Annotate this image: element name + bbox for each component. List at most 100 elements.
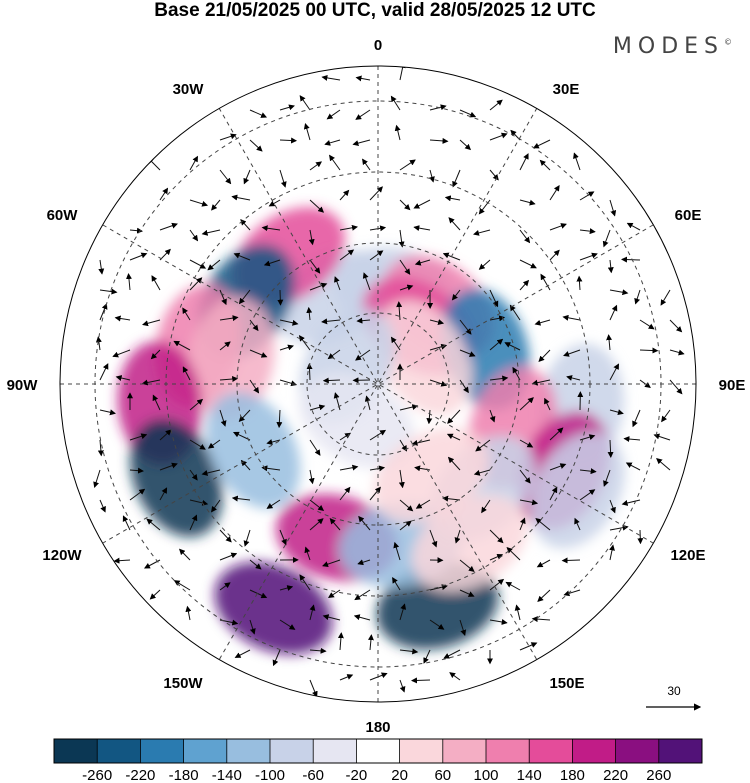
wind-vector	[114, 315, 131, 322]
lon-label-90e: 90E	[719, 377, 746, 394]
wind-vector	[219, 341, 231, 351]
wind-vector	[607, 259, 614, 274]
wind-vector	[549, 427, 564, 441]
lon-label-180: 180	[365, 719, 390, 736]
wind-vector	[189, 229, 199, 242]
wind-vector	[653, 433, 671, 441]
colorbar-label: 100	[473, 767, 498, 783]
wind-vector	[489, 315, 506, 322]
wind-reference-label: 30	[667, 684, 681, 698]
modes-logo: MODES©	[613, 34, 732, 59]
wind-vector	[333, 392, 341, 411]
colorbar-label: 140	[517, 767, 542, 783]
wind-vector	[355, 75, 371, 82]
lon-label-150w: 150W	[163, 675, 203, 692]
logo-mark: ©	[724, 37, 732, 47]
wind-vector	[125, 273, 132, 291]
wind-vector	[429, 584, 448, 591]
colorbar-swatch	[97, 739, 141, 763]
lon-label-60e: 60E	[675, 207, 702, 224]
wind-vector	[534, 319, 551, 326]
wind-vector	[639, 347, 659, 354]
wind-vector	[579, 228, 596, 235]
wind-vector	[189, 398, 204, 411]
lon-label-30w: 30W	[173, 81, 205, 98]
wind-vector	[211, 499, 221, 513]
wind-vector	[362, 272, 371, 291]
wind-vector	[272, 649, 281, 667]
wind-vector	[355, 109, 371, 120]
wind-vector	[390, 336, 401, 351]
colorbar-label: -100	[255, 767, 285, 783]
wind-vector	[369, 486, 381, 501]
wind-vector	[279, 529, 287, 546]
wind-vector	[429, 137, 449, 144]
wind-vector	[159, 222, 178, 231]
wind-vector	[634, 289, 641, 305]
wind-vector	[219, 289, 227, 306]
wind-vector	[442, 495, 461, 502]
wind-vector	[207, 439, 221, 449]
wind-vector	[606, 334, 613, 351]
wind-vector	[429, 104, 447, 111]
colorbar-swatch	[658, 739, 702, 763]
wind-vector	[429, 379, 448, 387]
wind-vector	[369, 250, 384, 261]
colorbar-label: 20	[391, 767, 408, 783]
wind-vector	[299, 95, 311, 111]
wind-vector	[535, 517, 551, 531]
wind-vector	[159, 487, 168, 501]
wind-vector	[459, 319, 472, 335]
wind-vector	[475, 439, 491, 452]
wind-vector	[489, 409, 496, 423]
wind-vector	[369, 465, 386, 472]
wind-vector	[489, 529, 504, 544]
wind-vector	[99, 363, 109, 381]
wind-vector	[304, 546, 311, 561]
wind-vector	[327, 349, 341, 360]
wind-vector	[329, 518, 341, 531]
wind-vector	[238, 409, 251, 423]
wind-vector	[231, 194, 251, 201]
wind-vector	[609, 544, 615, 561]
wind-vector	[399, 679, 406, 693]
wind-vector	[392, 577, 401, 591]
wind-vector	[173, 580, 191, 591]
anomaly-cell	[206, 392, 301, 509]
wind-vector	[509, 304, 521, 321]
wind-vector	[426, 409, 433, 425]
latitude-circle-70	[236, 242, 520, 526]
wind-vector	[321, 74, 341, 81]
wind-vector	[609, 499, 616, 514]
wind-vector	[537, 589, 551, 602]
wind-vector	[454, 529, 461, 544]
wind-vector	[322, 377, 341, 384]
map-boundary	[59, 65, 697, 703]
wind-vector	[506, 547, 521, 561]
wind-vector	[562, 314, 581, 321]
wind-vector	[309, 199, 325, 213]
wind-vector	[309, 679, 318, 698]
lon-label-120w: 120W	[42, 547, 82, 564]
wind-vector	[489, 132, 508, 141]
wind-vector	[459, 619, 467, 636]
wind-vector	[309, 604, 316, 621]
colorbar: -260 -220 -180 -140 -100 -60 -20 20 60 100 140 180 2…	[53, 738, 703, 783]
wind-vector	[298, 334, 311, 351]
wind-vector	[279, 585, 294, 591]
wind-vector	[189, 439, 206, 450]
map-disc	[60, 66, 696, 702]
wind-vector	[97, 439, 104, 457]
wind-vector	[249, 139, 263, 152]
wind-vector	[429, 319, 445, 325]
wind-vector	[201, 229, 221, 236]
wind-vector	[390, 95, 401, 111]
colorbar-label: 260	[646, 767, 671, 783]
wind-vector	[566, 375, 581, 381]
wind-vector	[129, 488, 146, 501]
wind-vector	[399, 66, 406, 81]
colorbar-label: -140	[212, 767, 242, 783]
wind-vector	[449, 672, 461, 681]
colorbar-label: 60	[434, 767, 451, 783]
